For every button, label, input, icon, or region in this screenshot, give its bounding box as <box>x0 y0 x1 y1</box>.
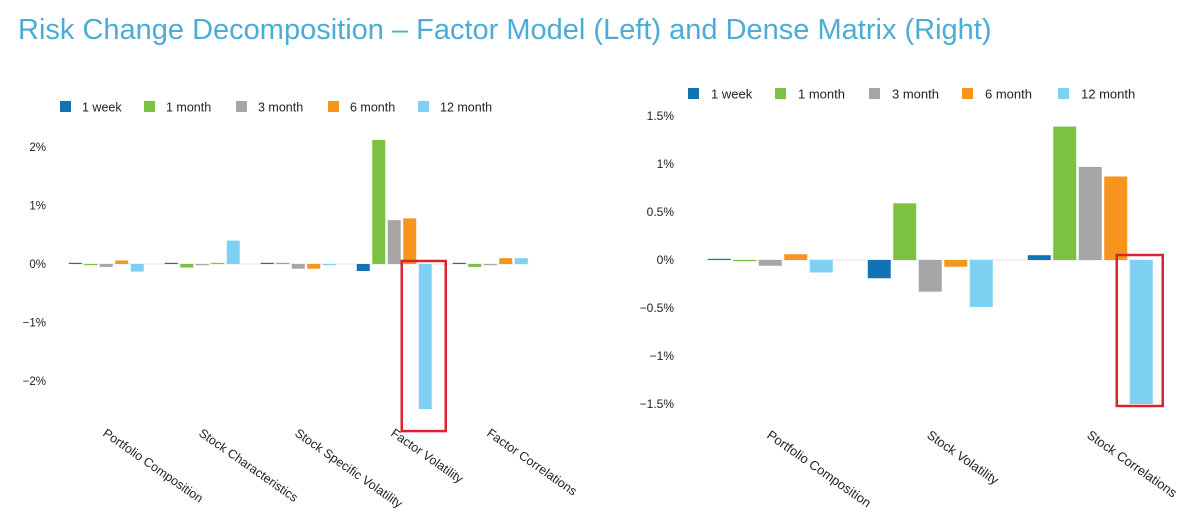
left-highlight-box <box>400 259 447 433</box>
right-y-tick-label: 1% <box>657 157 675 171</box>
right-category-label-stock-correlations: Stock Correlations <box>1084 427 1180 500</box>
left-bar-stock-characteristics-1-week <box>164 262 178 264</box>
right-chart-dense-matrix: 1 week 1 month 3 month 6 month 12 month 1.5% 1… <box>640 87 1181 511</box>
left-y-tick-label: −1% <box>23 318 46 330</box>
right-bar-stock-correlations-3-month <box>1078 166 1102 260</box>
right-bar-portfolio-composition-6-month <box>784 254 808 260</box>
left-legend-swatch-3-month <box>236 101 247 112</box>
left-y-tick-label: −2% <box>23 376 46 388</box>
right-legend-label-6-month: 6 month <box>985 87 1032 102</box>
left-category-label-factor-correlations: Factor Correlations <box>484 426 579 498</box>
left-bar-stock-characteristics-12-month <box>226 240 240 264</box>
right-bar-stock-correlations-12-month <box>1129 260 1153 404</box>
left-bar-factor-volatility-12-month <box>418 264 432 410</box>
left-bar-stock-characteristics-6-month <box>211 262 225 264</box>
right-legend-swatch-1-month <box>775 88 786 99</box>
right-legend-swatch-12-month <box>1058 88 1069 99</box>
left-bar-factor-correlations-3-month <box>483 264 497 266</box>
left-bar-stock-specific-volatility-1-week <box>260 262 274 264</box>
left-bar-factor-volatility-6-month <box>403 218 417 264</box>
right-legend-label-1-week: 1 week <box>711 87 753 102</box>
left-bar-stock-specific-volatility-12-month <box>322 264 336 266</box>
left-bar-portfolio-composition-1-week <box>68 262 82 264</box>
right-bar-portfolio-composition-3-month <box>758 260 782 266</box>
right-bar-portfolio-composition-1-month <box>733 260 757 262</box>
left-bar-factor-correlations-1-week <box>452 262 466 264</box>
right-category-label-portfolio-composition: Portfolio Composition <box>764 427 874 510</box>
left-bar-factor-volatility-3-month <box>387 220 401 264</box>
left-bar-portfolio-composition-1-month <box>84 264 98 266</box>
right-category-label-stock-volatility: Stock Volatility <box>924 427 1002 488</box>
left-legend-label-12-month: 12 month <box>440 101 492 115</box>
right-y-tick-label: −1% <box>650 349 675 363</box>
right-bar-portfolio-composition-12-month <box>809 260 833 273</box>
right-legend-label-12-month: 12 month <box>1081 87 1135 102</box>
right-bar-stock-correlations-1-week <box>1027 255 1051 260</box>
right-bar-stock-volatility-1-week <box>867 260 891 279</box>
left-bar-portfolio-composition-6-month <box>115 260 129 264</box>
left-y-tick-label: 2% <box>29 142 46 154</box>
left-legend-swatch-6-month <box>328 101 339 112</box>
left-legend-swatch-1-week <box>60 101 71 112</box>
right-y-tick-label: −1.5% <box>640 397 675 411</box>
right-legend-swatch-6-month <box>962 88 973 99</box>
left-category-label-factor-volatility: Factor Volatility <box>388 426 466 487</box>
left-bar-factor-correlations-6-month <box>499 258 513 264</box>
left-legend-swatch-12-month <box>418 101 429 112</box>
left-bar-stock-specific-volatility-1-month <box>276 262 290 264</box>
right-y-tick-label: −0.5% <box>640 301 675 315</box>
left-legend-label-1-week: 1 week <box>82 101 122 115</box>
right-y-tick-label: 1.5% <box>647 109 675 123</box>
right-legend-swatch-3-month <box>869 88 880 99</box>
left-legend-label-6-month: 6 month <box>350 101 395 115</box>
left-bar-portfolio-composition-3-month <box>99 264 113 267</box>
right-bar-stock-volatility-1-month <box>893 203 917 260</box>
right-bar-portfolio-composition-1-week <box>707 258 731 260</box>
left-legend-swatch-1-month <box>144 101 155 112</box>
left-bar-stock-specific-volatility-3-month <box>291 264 305 269</box>
right-y-tick-label: 0.5% <box>647 205 675 219</box>
left-legend-label-1-month: 1 month <box>166 101 211 115</box>
left-bar-factor-correlations-1-month <box>468 264 482 267</box>
left-y-tick-label: 0% <box>29 259 46 271</box>
right-bar-stock-correlations-6-month <box>1104 176 1128 260</box>
right-bar-stock-volatility-6-month <box>944 260 968 267</box>
left-category-label-portfolio-composition: Portfolio Composition <box>100 426 205 506</box>
left-bar-stock-specific-volatility-6-month <box>307 264 321 269</box>
left-category-label-stock-characteristics: Stock Characteristics <box>196 426 300 505</box>
left-bar-factor-volatility-1-week <box>356 264 370 272</box>
page-title: Risk Change Decomposition – Factor Model… <box>18 14 992 46</box>
right-legend-swatch-1-week <box>688 88 699 99</box>
left-chart-factor-model: 1 week 1 month 3 month 6 month 12 month 2% 1% 0… <box>23 101 580 512</box>
right-bar-stock-correlations-1-month <box>1053 126 1077 260</box>
left-bar-factor-correlations-12-month <box>514 258 528 264</box>
right-highlight-box <box>1115 253 1164 408</box>
right-legend-label-1-month: 1 month <box>798 87 845 102</box>
left-bar-stock-characteristics-3-month <box>195 264 209 266</box>
left-legend-label-3-month: 3 month <box>258 101 303 115</box>
left-bar-portfolio-composition-12-month <box>130 264 144 272</box>
right-bar-stock-volatility-12-month <box>969 260 993 308</box>
left-y-tick-label: 1% <box>29 201 46 213</box>
right-bar-stock-volatility-3-month <box>918 260 942 292</box>
left-bar-factor-volatility-1-month <box>372 139 386 264</box>
right-y-tick-label: 0% <box>657 253 675 267</box>
right-legend-label-3-month: 3 month <box>892 87 939 102</box>
left-bar-stock-characteristics-1-month <box>180 264 194 268</box>
left-category-label-stock-specific-volatility: Stock Specific Volatility <box>292 426 405 511</box>
